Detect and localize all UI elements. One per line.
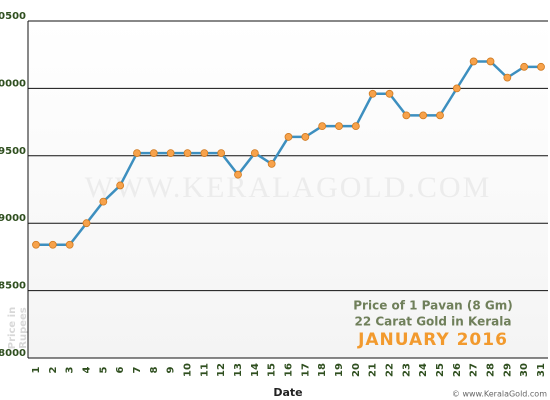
x-tick-label: 21 bbox=[368, 363, 379, 377]
x-tick-label: 22 bbox=[385, 363, 396, 377]
marker bbox=[149, 149, 158, 158]
y-tick-label: 19000 bbox=[0, 213, 26, 224]
y-tick-label: 20500 bbox=[0, 11, 26, 22]
annotation: Price of 1 Pavan (8 Gm) bbox=[353, 299, 513, 313]
marker bbox=[368, 89, 377, 98]
marker bbox=[452, 84, 461, 93]
marker bbox=[133, 149, 141, 158]
marker bbox=[385, 89, 394, 98]
marker bbox=[217, 149, 226, 158]
marker bbox=[250, 149, 259, 158]
x-tick-label: 24 bbox=[418, 363, 429, 377]
x-tick-label: 20 bbox=[351, 363, 362, 377]
marker bbox=[234, 170, 242, 179]
marker bbox=[318, 122, 327, 131]
x-tick-label: 18 bbox=[317, 363, 328, 377]
marker bbox=[537, 62, 545, 71]
x-tick-label: 10 bbox=[183, 363, 194, 377]
marker bbox=[335, 122, 343, 131]
x-tick-label: 16 bbox=[284, 363, 295, 377]
x-axis-label: Date bbox=[273, 386, 302, 399]
watermark: WWW.KERALAGOLD.COM bbox=[85, 171, 492, 204]
marker bbox=[183, 149, 192, 158]
annotation: 22 Carat Gold in Kerala bbox=[355, 315, 512, 329]
x-tick-label: 23 bbox=[401, 363, 412, 377]
marker bbox=[503, 73, 512, 82]
annotation: JANUARY 2016 bbox=[357, 330, 508, 350]
y-axis-label: Rupees bbox=[18, 307, 29, 349]
marker bbox=[486, 57, 495, 66]
y-tick-label: 18500 bbox=[0, 281, 26, 292]
x-tick-label: 19 bbox=[334, 363, 345, 377]
marker bbox=[65, 240, 74, 249]
marker bbox=[166, 149, 175, 158]
marker bbox=[200, 149, 209, 158]
x-tick-label: 29 bbox=[502, 363, 513, 377]
marker bbox=[301, 133, 310, 141]
marker bbox=[284, 133, 293, 141]
marker bbox=[82, 219, 91, 228]
x-tick-label: 14 bbox=[250, 363, 261, 377]
x-tick-label: 5 bbox=[98, 366, 109, 373]
credit: © www.KeralaGold.com bbox=[452, 390, 547, 399]
marker bbox=[436, 111, 444, 120]
x-tick-label: 25 bbox=[435, 363, 446, 377]
x-tick-label: 11 bbox=[199, 363, 210, 377]
y-axis-label: Price in bbox=[7, 307, 18, 349]
y-tick-label: 18000 bbox=[0, 348, 26, 359]
x-tick-label: 31 bbox=[536, 363, 547, 377]
x-tick-label: 17 bbox=[300, 363, 311, 377]
x-tick-label: 15 bbox=[267, 363, 278, 377]
marker bbox=[116, 181, 125, 190]
x-tick-label: 4 bbox=[82, 366, 93, 373]
marker bbox=[267, 159, 276, 168]
x-tick-label: 12 bbox=[216, 363, 227, 377]
x-tick-label: 3 bbox=[65, 366, 76, 373]
marker bbox=[99, 197, 108, 206]
marker bbox=[32, 240, 40, 249]
x-tick-label: 7 bbox=[132, 366, 143, 373]
x-tick-label: 27 bbox=[469, 363, 480, 377]
x-tick-label: 28 bbox=[486, 363, 497, 377]
x-tick-label: 13 bbox=[233, 363, 244, 377]
marker bbox=[351, 122, 360, 131]
marker bbox=[48, 240, 57, 249]
y-tick-label: 19500 bbox=[0, 146, 26, 157]
marker bbox=[469, 57, 478, 66]
marker bbox=[402, 111, 411, 120]
marker bbox=[520, 62, 529, 71]
x-tick-label: 9 bbox=[166, 366, 177, 373]
marker bbox=[419, 111, 428, 120]
x-tick-label: 8 bbox=[149, 366, 160, 373]
x-tick-label: 6 bbox=[115, 366, 126, 373]
x-tick-label: 26 bbox=[452, 363, 463, 377]
x-tick-label: 30 bbox=[519, 363, 530, 377]
x-tick-label: 1 bbox=[31, 366, 42, 373]
y-tick-label: 20000 bbox=[0, 78, 26, 89]
x-tick-label: 2 bbox=[48, 366, 59, 373]
